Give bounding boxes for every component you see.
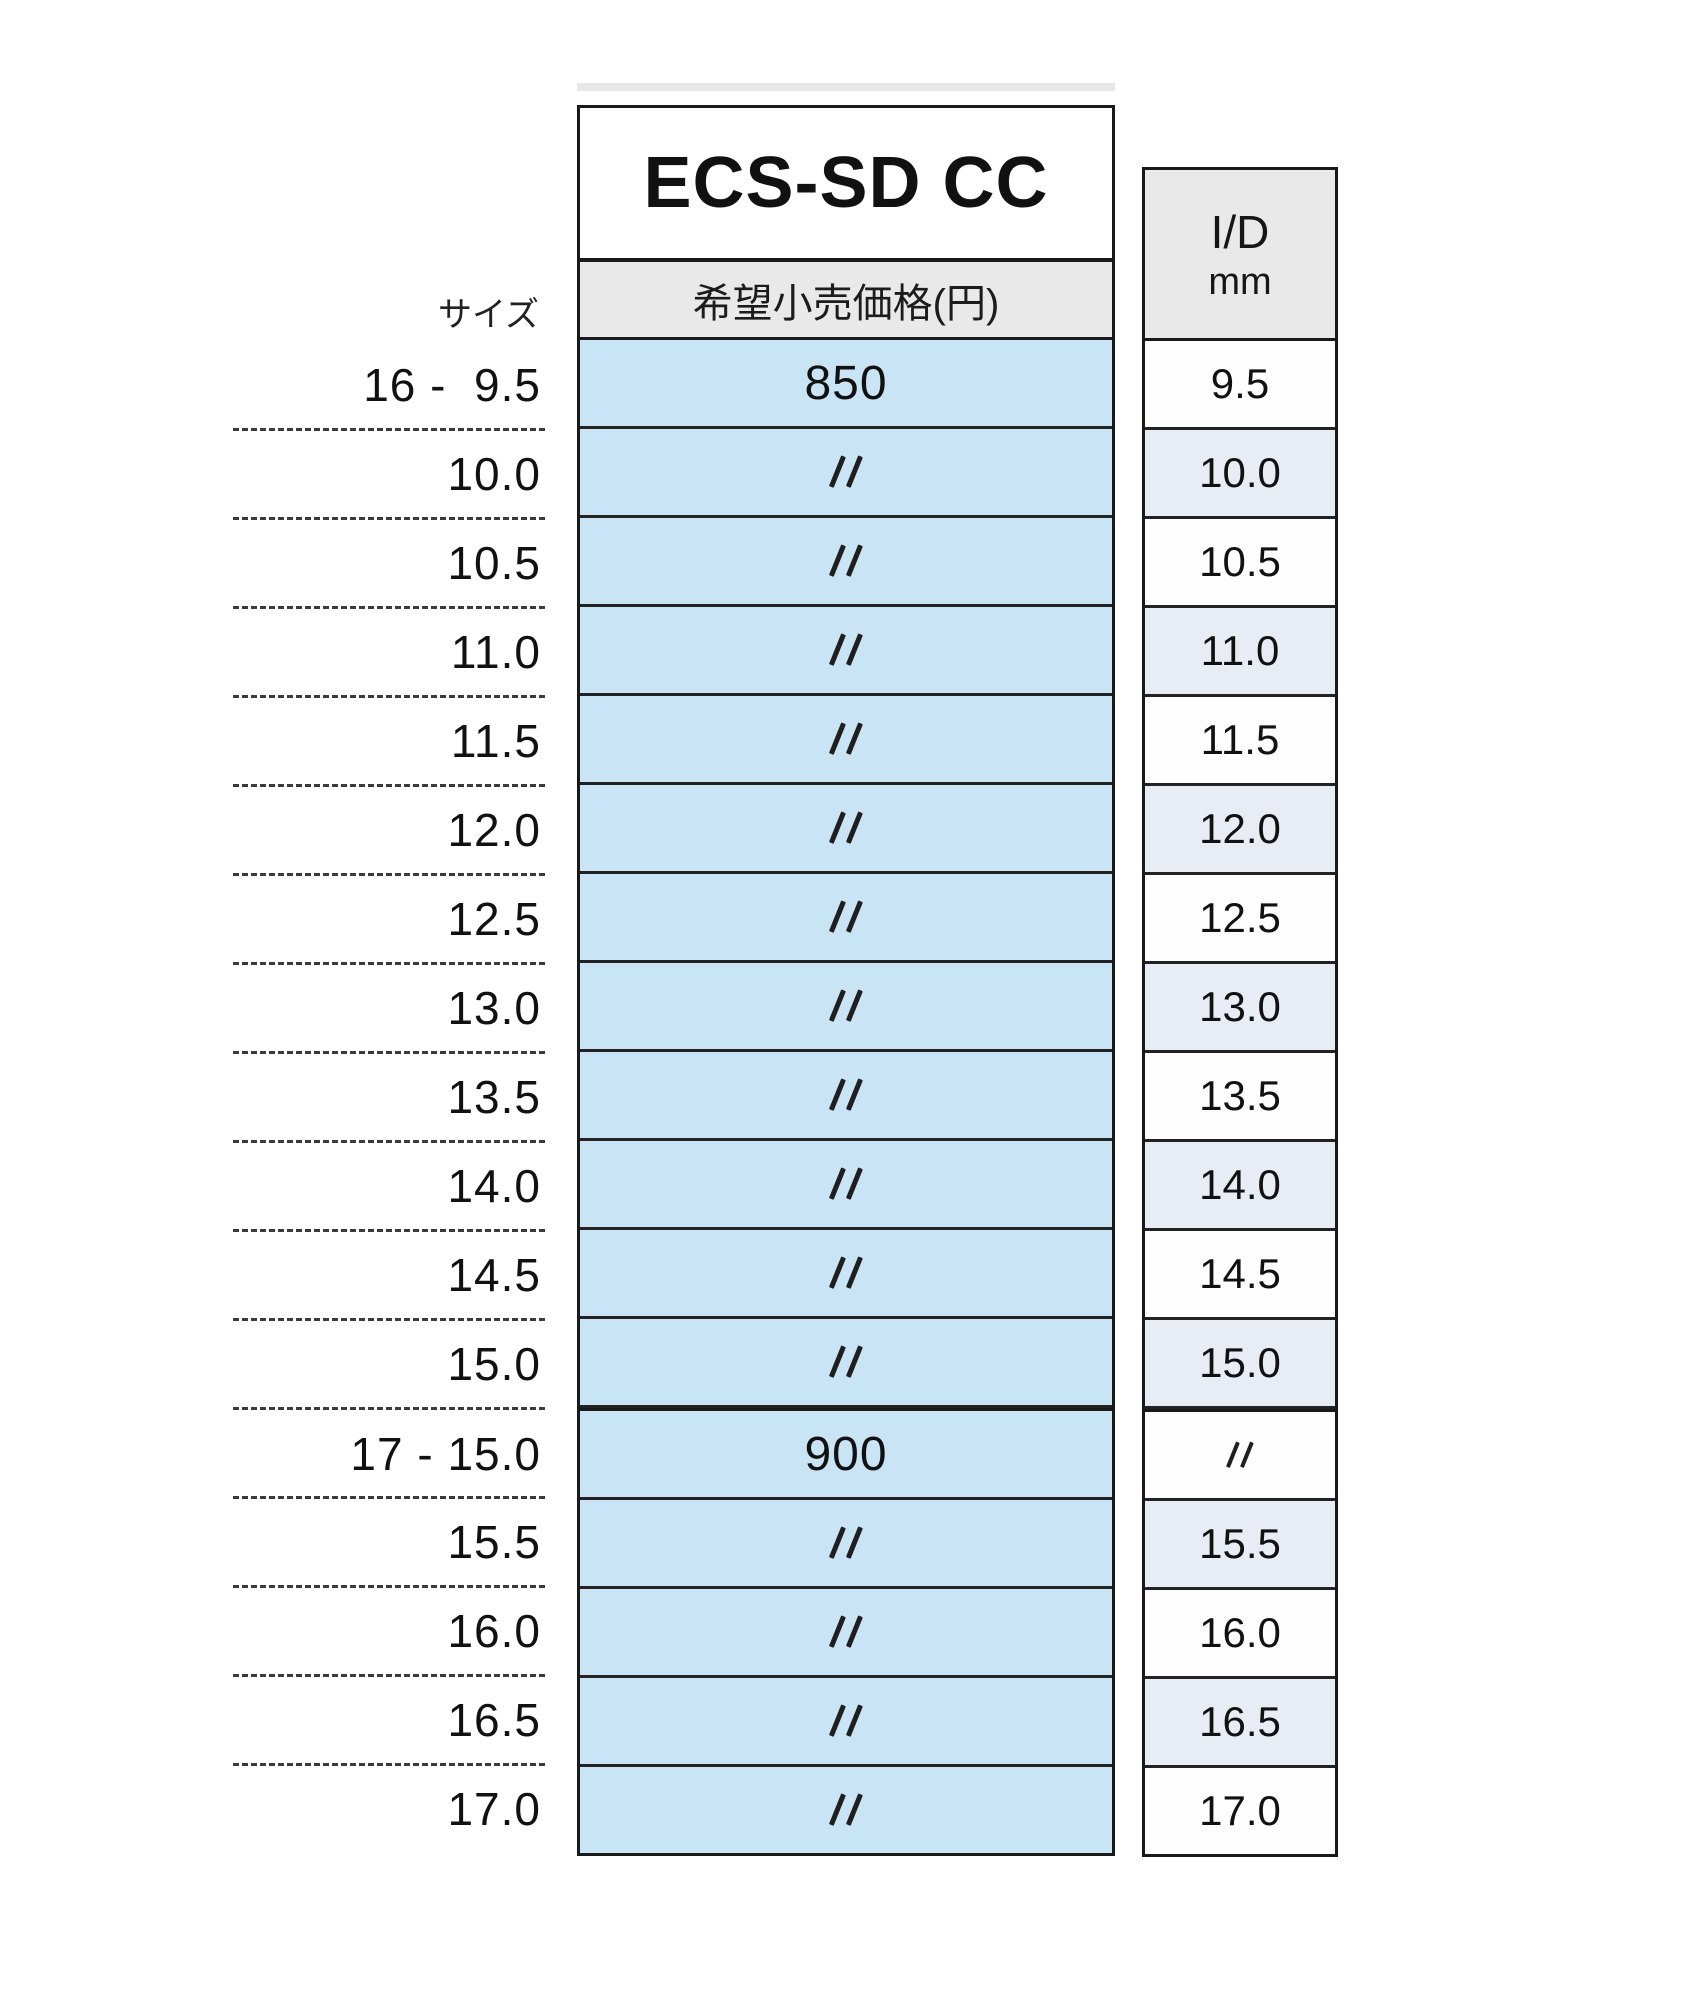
size-row: 14.0 [180, 1141, 545, 1232]
ditto-mark [829, 544, 863, 577]
size-label: 10.5 [447, 536, 541, 589]
price-cell [580, 963, 1112, 1052]
price-cell [580, 1678, 1112, 1767]
price-rows: 850 900 [580, 340, 1112, 1853]
ditto-mark [1226, 1441, 1254, 1468]
id-cell: 9.5 [1145, 341, 1335, 430]
price-cell [580, 607, 1112, 696]
id-cell: 17.0 [1145, 1768, 1335, 1854]
size-row: 13.5 [180, 1052, 545, 1143]
ditto-mark [829, 455, 863, 488]
ditto-mark [829, 811, 863, 844]
id-cell: 14.5 [1145, 1231, 1335, 1320]
size-row: 11.0 [180, 607, 545, 698]
price-cell [580, 696, 1112, 785]
size-label: 12.5 [447, 892, 541, 945]
price-cell [580, 1052, 1112, 1141]
id-cell: 10.5 [1145, 519, 1335, 608]
size-label: 13.0 [447, 981, 541, 1034]
price-column: ECS-SD CC 希望小売価格(円) 850 900 [577, 105, 1115, 1856]
price-cell [580, 429, 1112, 518]
id-cell [1145, 1409, 1335, 1501]
price-cell [580, 874, 1112, 963]
id-header-label: I/D [1210, 205, 1270, 258]
price-cell [580, 785, 1112, 874]
size-label: 14.0 [447, 1159, 541, 1212]
id-cell: 12.0 [1145, 786, 1335, 875]
price-cell [580, 518, 1112, 607]
price-cell [580, 1767, 1112, 1853]
size-row: 13.0 [180, 963, 545, 1054]
ditto-mark [829, 1256, 863, 1289]
id-cell: 13.5 [1145, 1053, 1335, 1142]
ditto-mark [829, 989, 863, 1022]
price-cell [580, 1141, 1112, 1230]
ditto-mark [829, 722, 863, 755]
id-cell: 10.0 [1145, 430, 1335, 519]
size-row: 16.5 [180, 1675, 545, 1766]
id-column-header: I/D mm [1145, 170, 1335, 341]
id-cell: 13.0 [1145, 964, 1335, 1053]
size-label: 15.0 [447, 1337, 541, 1390]
size-row: 10.5 [180, 518, 545, 609]
size-label: 13.5 [447, 1070, 541, 1123]
size-row: 16 - 9.5 [180, 340, 545, 431]
ditto-mark [829, 633, 863, 666]
id-rows: 9.5 10.0 10.5 11.0 11.5 12.0 12.5 13.0 13.5 14.0 1… [1145, 341, 1335, 1854]
size-label: 17.0 [447, 1782, 541, 1835]
size-label: 16.0 [447, 1604, 541, 1657]
price-cell [580, 1319, 1112, 1408]
size-row: 12.5 [180, 874, 545, 965]
id-cell: 15.0 [1145, 1320, 1335, 1409]
ditto-mark [829, 900, 863, 933]
size-label: 11.5 [450, 714, 541, 767]
size-row: 17.0 [180, 1764, 545, 1853]
id-cell: 11.5 [1145, 697, 1335, 786]
id-cell: 14.0 [1145, 1142, 1335, 1231]
size-column: 16 - 9.5 10.0 10.5 11.0 11.5 12.0 12.5 13.0 13.5… [180, 340, 545, 1853]
size-label: 17 - 15.0 [350, 1428, 541, 1480]
size-label: 16.5 [447, 1693, 541, 1746]
ditto-mark [829, 1078, 863, 1111]
ditto-mark [829, 1793, 863, 1826]
size-label: 16 - 9.5 [363, 358, 541, 411]
size-row: 11.5 [180, 696, 545, 787]
size-label: 15.5 [447, 1515, 541, 1568]
price-cell: 900 [580, 1408, 1112, 1500]
ditto-mark [829, 1345, 863, 1378]
size-column-header: サイズ [438, 296, 539, 334]
price-column-header: 希望小売価格(円) [580, 262, 1112, 340]
cropped-artifact-strip [577, 83, 1115, 91]
size-row: 10.0 [180, 429, 545, 520]
id-cell: 15.5 [1145, 1501, 1335, 1590]
price-cell: 850 [580, 340, 1112, 429]
size-row: 16.0 [180, 1586, 545, 1677]
ditto-mark [829, 1704, 863, 1737]
id-cell: 16.0 [1145, 1590, 1335, 1679]
id-cell: 12.5 [1145, 875, 1335, 964]
id-cell: 11.0 [1145, 608, 1335, 697]
id-column: I/D mm 9.5 10.0 10.5 11.0 11.5 12.0 12.5 13.0 13… [1142, 167, 1338, 1857]
size-row: 15.5 [180, 1497, 545, 1588]
size-row: 14.5 [180, 1230, 545, 1321]
price-cell [580, 1500, 1112, 1589]
product-title: ECS-SD CC [580, 108, 1112, 262]
ditto-mark [829, 1615, 863, 1648]
size-label: 12.0 [447, 803, 541, 856]
size-label: 14.5 [447, 1248, 541, 1301]
price-cell [580, 1589, 1112, 1678]
size-row: 15.0 [180, 1319, 545, 1410]
id-header-unit: mm [1208, 260, 1272, 303]
price-cell [580, 1230, 1112, 1319]
size-row: 17 - 15.0 [180, 1408, 545, 1499]
size-label: 11.0 [450, 625, 541, 678]
id-cell: 16.5 [1145, 1679, 1335, 1768]
ditto-mark [829, 1526, 863, 1559]
ditto-mark [829, 1167, 863, 1200]
size-row: 12.0 [180, 785, 545, 876]
size-label: 10.0 [447, 447, 541, 500]
